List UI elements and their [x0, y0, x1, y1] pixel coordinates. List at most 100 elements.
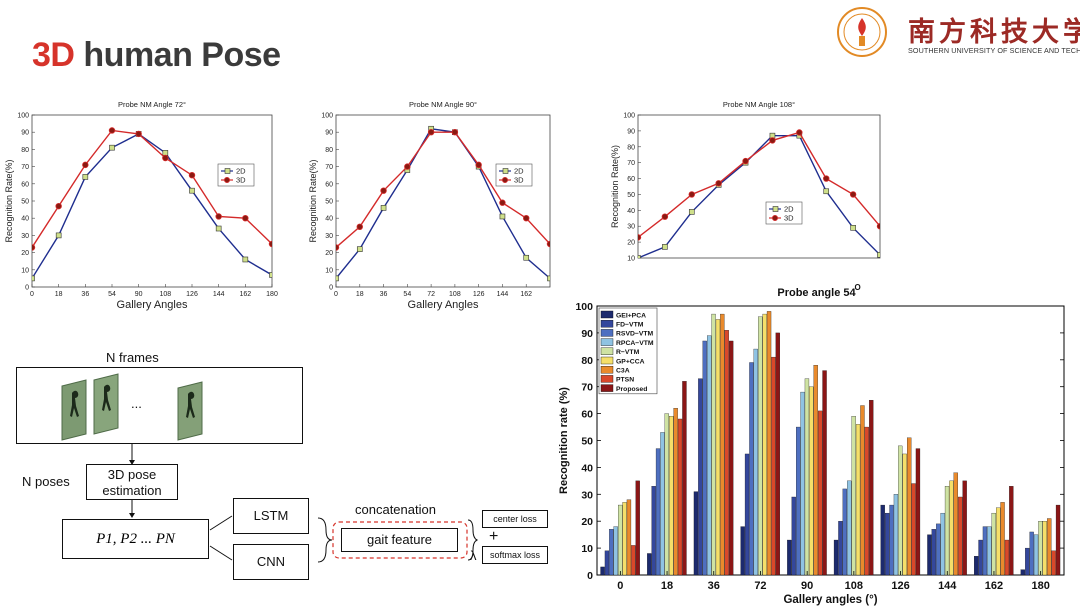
legend-swatch [600, 329, 614, 337]
y-tick-label: 10 [581, 543, 593, 555]
y-tick-label: 60 [627, 176, 635, 183]
y-tick-label: 20 [581, 516, 593, 528]
pose-list-box: P1, P2 ... PN [62, 519, 209, 559]
data-point [135, 131, 142, 137]
bar [673, 408, 678, 576]
y-tick-label: 50 [21, 199, 29, 206]
bar [711, 313, 716, 576]
data-point [55, 232, 62, 239]
y-tick-label: 50 [627, 192, 635, 199]
data-point [769, 132, 776, 139]
bar [885, 512, 890, 576]
bar [907, 437, 912, 576]
bar [987, 526, 992, 576]
bar [851, 416, 856, 576]
bar [749, 362, 754, 576]
data-point [336, 244, 340, 251]
x-tick-label: 144 [497, 291, 509, 298]
legend-swatch [600, 320, 614, 328]
data-point [356, 246, 363, 252]
bar [1038, 521, 1043, 576]
y-tick-label: 40 [325, 216, 333, 223]
frames-box [16, 367, 303, 444]
data-point [742, 159, 749, 166]
y-tick-label: 30 [627, 224, 635, 231]
bar [889, 504, 894, 576]
x-tick-label: 90 [135, 291, 143, 298]
y-tick-label: 30 [21, 233, 29, 240]
bar [800, 391, 805, 576]
bar [1029, 531, 1034, 576]
x-tick-label: 144 [213, 291, 225, 298]
bar [669, 416, 674, 576]
bar [791, 496, 796, 576]
x-tick-label: 162 [985, 580, 1003, 592]
plot-frame [596, 305, 1065, 576]
bar [911, 483, 916, 576]
y-tick-label: 70 [581, 382, 593, 394]
data-point [215, 213, 222, 220]
x-tick-label: 144 [938, 580, 957, 592]
ellipsis-label: ... [131, 396, 142, 411]
logo-english-name: SOUTHERN UNIVERSITY OF SCIENCE AND TECHN… [908, 46, 1080, 55]
bar [1025, 547, 1030, 576]
x-axis-label: Gallery angles (°) [783, 594, 877, 606]
x-tick-label: 108 [449, 291, 461, 298]
y-tick-label: 40 [21, 216, 29, 223]
bar [809, 386, 814, 576]
x-tick-label: 0 [334, 291, 338, 298]
y-tick-label: 90 [21, 130, 29, 137]
legend-frame [598, 307, 658, 395]
gait-feature-box: gait feature [341, 528, 458, 552]
data-point [404, 163, 411, 170]
legend-swatch [600, 384, 614, 392]
plot-frame [31, 114, 273, 288]
bar [958, 496, 963, 576]
y-tick-label: 100 [575, 301, 593, 313]
bar [1042, 521, 1047, 576]
bar [893, 494, 899, 576]
bar [787, 539, 792, 576]
bar [982, 526, 988, 576]
x-tick-label: 18 [356, 291, 364, 298]
series-line-3d [336, 131, 550, 248]
y-tick-label: 40 [581, 462, 593, 474]
title-accent: 3D [32, 36, 75, 74]
y-tick-label: 0 [329, 285, 333, 292]
legend-marker [223, 176, 230, 183]
legend-marker [502, 168, 509, 174]
series-line-2d [336, 127, 550, 279]
legend-marker [772, 206, 779, 212]
y-tick-label: 100 [17, 113, 29, 120]
bar [600, 566, 605, 576]
bar [724, 330, 729, 576]
x-tick-label: 180 [266, 291, 278, 298]
bar [631, 545, 636, 576]
series-group [32, 127, 272, 282]
legend-label: 2D [784, 205, 794, 214]
data-point [242, 256, 249, 263]
data-point [108, 127, 116, 134]
bar [804, 378, 810, 576]
data-point [215, 225, 222, 232]
y-tick-label: 50 [581, 436, 593, 448]
data-point [499, 213, 506, 220]
concatenation-label: concatenation [355, 502, 436, 517]
bar [978, 539, 983, 576]
y-tick-label: 0 [25, 285, 29, 292]
y-axis-label: Recognition Rate(%) [4, 159, 14, 242]
legend-label: Proposed [616, 386, 647, 393]
lambda-label: λ [470, 548, 477, 563]
bar [898, 445, 903, 576]
data-point [162, 150, 169, 156]
series-line-3d [32, 129, 272, 248]
bar [833, 539, 839, 576]
data-point [135, 130, 142, 138]
bar [1047, 518, 1052, 576]
y-tick-label: 60 [21, 181, 29, 188]
series-line-3d [638, 131, 880, 238]
legend-swatch [600, 375, 614, 383]
legend-label: R−VTM [616, 349, 640, 356]
logo-chinese-name: 南方科技大学 [908, 17, 1080, 48]
